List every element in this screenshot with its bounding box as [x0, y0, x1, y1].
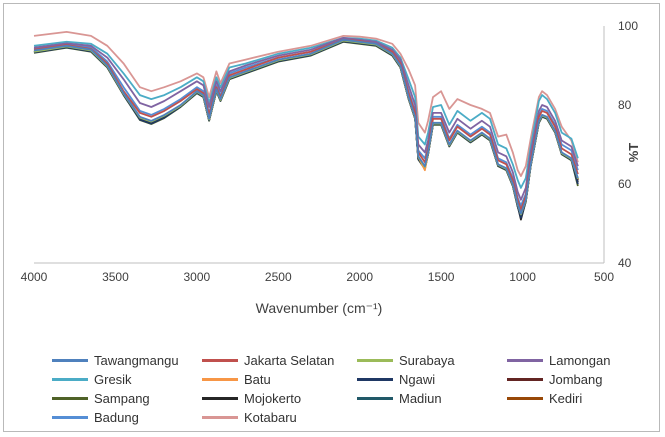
legend-label: Kotabaru [244, 410, 297, 425]
x-tick-label: 1000 [509, 270, 536, 284]
x-tick-label: 1500 [428, 270, 455, 284]
legend-item: Lamongan [507, 351, 610, 370]
legend-label: Mojokerto [244, 391, 302, 406]
x-tick-label: 2000 [346, 270, 373, 284]
y-tick-label: 100 [618, 19, 638, 33]
series-line-kotabaru [33, 30, 579, 178]
legend-swatch [507, 397, 543, 400]
legend-item: Jombang [507, 370, 602, 389]
series-line-batu [33, 39, 579, 215]
legend-label: Kediri [549, 391, 583, 406]
series-line-lamongan [33, 37, 579, 201]
chart-frame: 4000 3500 3000 2500 2000 1500 1000 500 40 60 80 10… [3, 3, 660, 432]
x-axis-label: Wavenumber (cm⁻¹) [256, 300, 383, 316]
series-line-kediri [33, 39, 579, 215]
legend-label: Batu [244, 372, 271, 387]
series-line-jakarta-selatan [33, 38, 579, 211]
legend-swatch [52, 416, 88, 419]
legend-label: Jakarta Selatan [244, 353, 335, 368]
ftir-spectrum-chart: 4000 3500 3000 2500 2000 1500 1000 500 40 60 80 10… [21, 19, 641, 316]
x-tick-label: 500 [594, 270, 614, 284]
y-tick-label: 60 [618, 177, 632, 191]
series-line-surabaya [33, 39, 579, 216]
legend-item: Ngawi [357, 370, 435, 389]
legend-item: Kotabaru [202, 408, 297, 427]
legend-swatch [507, 359, 543, 362]
legend-item: Madiun [357, 389, 442, 408]
legend-item: Jakarta Selatan [202, 351, 334, 370]
y-tick-label: 40 [618, 256, 632, 270]
legend-swatch [202, 416, 238, 419]
legend-item: Sampang [52, 389, 150, 408]
legend-label: Sampang [94, 391, 150, 406]
legend-swatch [202, 359, 238, 362]
x-tick-label: 3000 [184, 270, 211, 284]
x-tick-label: 4000 [21, 270, 48, 284]
x-tick-label: 2500 [265, 270, 292, 284]
legend-label: Gresik [94, 372, 132, 387]
legend-label: Ngawi [399, 372, 436, 387]
legend-item: Surabaya [357, 351, 455, 370]
legend-swatch [52, 397, 88, 400]
legend-item: Tawangmangu [52, 351, 179, 370]
legend-swatch [202, 397, 238, 400]
series-lines [33, 30, 579, 221]
legend-item: Batu [202, 370, 271, 389]
legend-label: Jombang [549, 372, 603, 387]
legend-label: Badung [94, 410, 139, 425]
legend-item: Gresik [52, 370, 132, 389]
series-line-gresik [33, 37, 579, 189]
legend-label: Tawangmangu [94, 353, 179, 368]
legend-swatch [52, 359, 88, 362]
x-tick-labels: 4000 3500 3000 2500 2000 1500 1000 500 [21, 270, 615, 284]
legend-item: Kediri [507, 389, 582, 408]
y-tick-label: 80 [618, 98, 632, 112]
legend: Tawangmangu Jakarta Selatan Surabaya Lamong… [52, 351, 652, 433]
legend-swatch [357, 359, 393, 362]
legend-swatch [357, 378, 393, 381]
series-line-tawangmangu [33, 38, 579, 215]
y-axis-label: %T [626, 143, 641, 163]
legend-item: Mojokerto [202, 389, 301, 408]
series-line-madiun [33, 40, 579, 216]
legend-swatch [357, 397, 393, 400]
legend-swatch [52, 378, 88, 381]
legend-swatch [202, 378, 238, 381]
legend-item: Badung [52, 408, 139, 427]
legend-label: Madiun [399, 391, 442, 406]
legend-swatch [507, 378, 543, 381]
legend-label: Surabaya [399, 353, 455, 368]
x-tick-label: 3500 [102, 270, 129, 284]
legend-label: Lamongan [549, 353, 611, 368]
y-tick-labels: 40 60 80 100 [618, 19, 638, 270]
